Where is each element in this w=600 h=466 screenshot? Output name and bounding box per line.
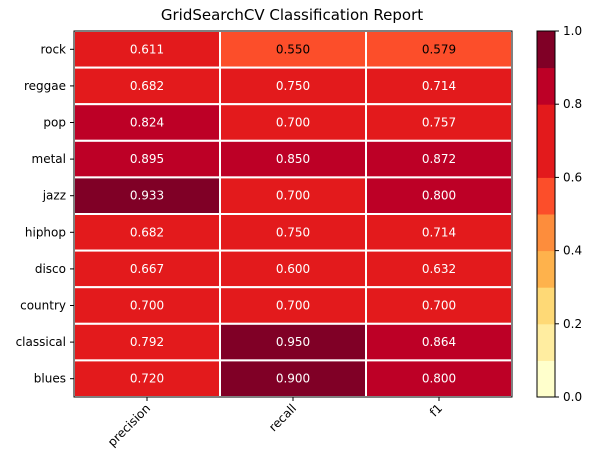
heatmap-cell-blues-recall <box>219 359 367 398</box>
colorbar-segment <box>537 177 555 215</box>
colorbar: 0.0 0.2 0.4 0.6 0.8 1.0 <box>536 24 582 404</box>
colorbar-segment <box>537 31 555 69</box>
cell-value-pop-recall: 0.700 <box>276 116 310 130</box>
cell-value-blues-precision: 0.720 <box>130 372 164 386</box>
cell-value-jazz-precision: 0.933 <box>130 189 164 203</box>
colorbar-segment <box>537 140 555 178</box>
cell-value-metal-f1: 0.872 <box>422 152 456 166</box>
row-label-disco: disco <box>35 262 66 276</box>
row-label-country: country <box>20 299 66 313</box>
row-label-jazz: jazz <box>42 189 66 203</box>
cell-value-country-recall: 0.700 <box>276 299 310 313</box>
cell-value-disco-f1: 0.632 <box>422 262 456 276</box>
colorbar-segment <box>537 214 555 252</box>
cell-value-classical-precision: 0.792 <box>130 335 164 349</box>
colorbar-segment <box>537 360 555 398</box>
heatmap-cell-metal-f1 <box>365 139 513 179</box>
heatmap-cells: 0.611 0.550 0.579 0.682 0.750 0.714 0.824 0.700… <box>73 30 513 398</box>
cell-value-disco-precision: 0.667 <box>130 262 164 276</box>
cell-value-rock-f1: 0.579 <box>422 42 456 56</box>
cell-value-reggae-precision: 0.682 <box>130 79 164 93</box>
heatmap-cell-disco-recall <box>219 249 367 289</box>
colorbar-segment <box>537 323 555 361</box>
colorbar-frame <box>536 30 556 398</box>
col-label-recall: recall <box>266 401 299 434</box>
heatmap-cell-reggae-f1 <box>365 66 513 106</box>
cell-value-classical-recall: 0.950 <box>276 335 310 349</box>
cell-value-pop-f1: 0.757 <box>422 116 456 130</box>
cell-value-blues-recall: 0.900 <box>276 372 310 386</box>
cell-value-jazz-recall: 0.700 <box>276 189 310 203</box>
colorbar-tick-label: 0.8 <box>563 97 582 111</box>
cell-value-classical-f1: 0.864 <box>422 335 456 349</box>
col-label-f1: f1 <box>427 401 445 419</box>
colorbar-segment <box>537 104 555 142</box>
cell-value-reggae-f1: 0.714 <box>422 79 456 93</box>
cell-value-hiphop-recall: 0.750 <box>276 225 310 239</box>
cell-value-pop-precision: 0.824 <box>130 116 164 130</box>
column-tick-labels: precision recall f1 <box>105 397 445 449</box>
cell-value-metal-recall: 0.850 <box>276 152 310 166</box>
cell-value-country-precision: 0.700 <box>130 299 164 313</box>
row-label-pop: pop <box>43 116 66 130</box>
heatmap-cell-disco-f1 <box>365 249 513 289</box>
cell-value-country-f1: 0.700 <box>422 299 456 313</box>
row-tick-labels: rock reggae pop metal jazz hiphop disco country… <box>16 42 74 386</box>
colorbar-tick-label: 0.2 <box>563 317 582 331</box>
cell-value-jazz-f1: 0.800 <box>422 189 456 203</box>
heatmap-cell-pop-recall <box>219 103 367 142</box>
row-label-hiphop: hiphop <box>25 225 66 239</box>
row-label-reggae: reggae <box>24 79 66 93</box>
row-label-classical: classical <box>16 335 66 349</box>
colorbar-segment <box>537 287 555 325</box>
cell-value-hiphop-f1: 0.714 <box>422 225 456 239</box>
colorbar-segment <box>537 67 555 105</box>
heatmap-cell-jazz-recall <box>219 176 367 215</box>
cell-value-disco-recall: 0.600 <box>276 262 310 276</box>
cell-value-rock-recall: 0.550 <box>276 42 310 56</box>
heatmap-cell-country-recall <box>219 286 367 325</box>
heatmap-cell-hiphop-recall <box>219 213 367 252</box>
cell-value-rock-precision: 0.611 <box>130 42 164 56</box>
chart-title: GridSearchCV Classification Report <box>161 6 423 24</box>
colorbar-segment <box>537 250 555 288</box>
row-label-metal: metal <box>32 152 66 166</box>
row-label-blues: blues <box>34 372 66 386</box>
cell-value-metal-precision: 0.895 <box>130 152 164 166</box>
colorbar-tick-label: 1.0 <box>563 24 582 38</box>
row-label-rock: rock <box>40 42 66 56</box>
cell-value-reggae-recall: 0.750 <box>276 79 310 93</box>
colorbar-tick-label: 0.0 <box>563 390 582 404</box>
colorbar-tick-label: 0.6 <box>563 170 582 184</box>
colorbar-tick-label: 0.4 <box>563 244 582 258</box>
heatmap-cell-disco-precision <box>73 249 221 289</box>
cell-value-blues-f1: 0.800 <box>422 372 456 386</box>
heatmap-cell-country-precision <box>73 286 221 325</box>
heatmap-cell-classical-f1 <box>365 322 513 362</box>
col-label-precision: precision <box>105 401 153 449</box>
cell-value-hiphop-precision: 0.682 <box>130 225 164 239</box>
